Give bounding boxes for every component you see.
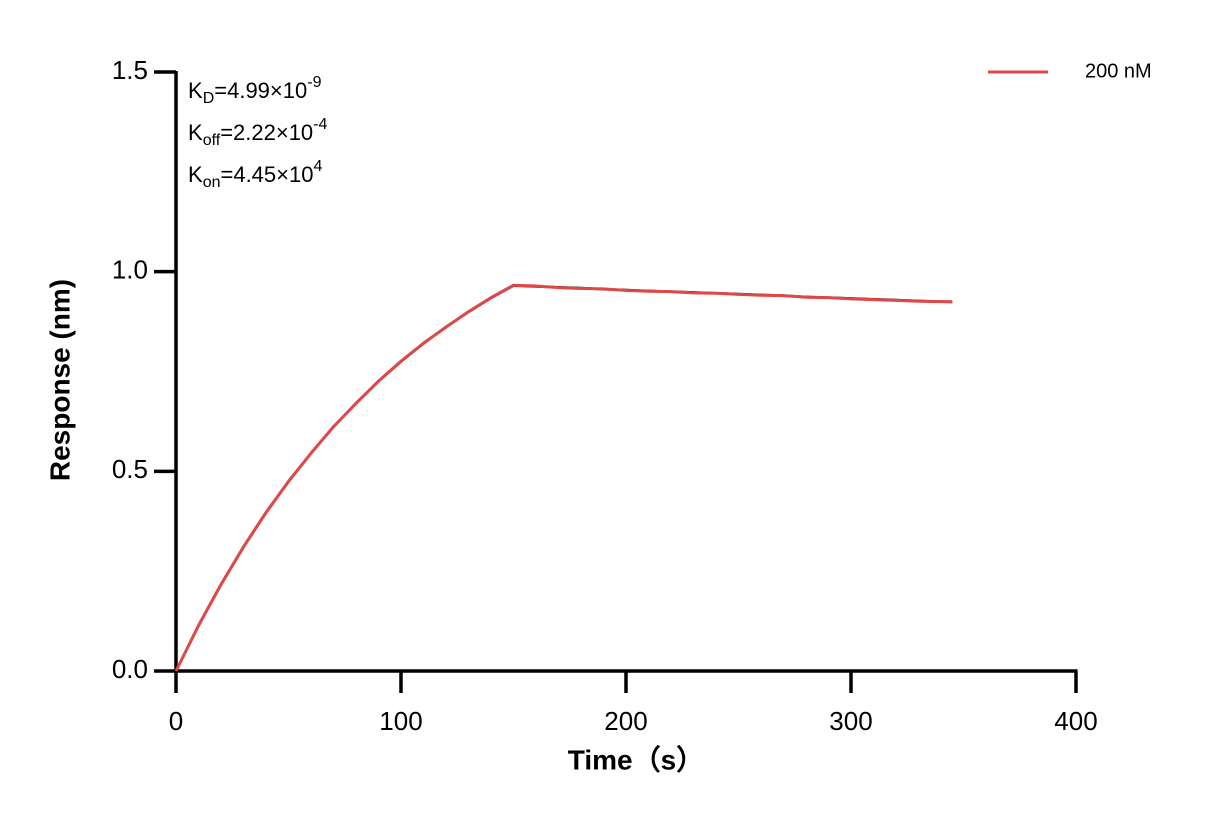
data-line	[174, 283, 953, 672]
y-tick-label: 0.0	[112, 654, 148, 684]
annotation-value: =2.22×10	[220, 120, 313, 145]
y-tick-label: 1.0	[112, 255, 148, 285]
annotation-superscript: -4	[313, 116, 327, 133]
x-tick-label: 100	[379, 706, 422, 736]
y-tick-label: 0.5	[112, 454, 148, 484]
annotation-subscript: on	[203, 174, 221, 191]
annotation-subscript: D	[203, 90, 215, 107]
x-tick-label: 400	[1054, 706, 1097, 736]
annotation: KD=4.99×10-9	[188, 74, 322, 107]
y-axis-title: Response (nm)	[44, 279, 75, 481]
annotation: Kon=4.45×104	[188, 158, 322, 191]
x-tick-label: 300	[829, 706, 872, 736]
annotation-value: =4.99×10	[214, 78, 307, 103]
legend-label: 200 nM	[1085, 60, 1152, 82]
x-tick-label: 200	[604, 706, 647, 736]
annotation-symbol: K	[188, 162, 203, 187]
x-axis-title: Time（s）	[568, 743, 704, 775]
annotation-superscript: 4	[313, 158, 322, 175]
annotation-symbol: K	[188, 78, 203, 103]
y-tick-label: 1.5	[112, 55, 148, 85]
annotation-superscript: -9	[307, 74, 321, 91]
x-tick-label: 0	[169, 706, 183, 736]
annotation-value: =4.45×10	[220, 162, 313, 187]
annotation-subscript: off	[203, 132, 221, 149]
annotation-symbol: K	[188, 120, 203, 145]
annotation: Koff=2.22×10-4	[188, 116, 328, 149]
